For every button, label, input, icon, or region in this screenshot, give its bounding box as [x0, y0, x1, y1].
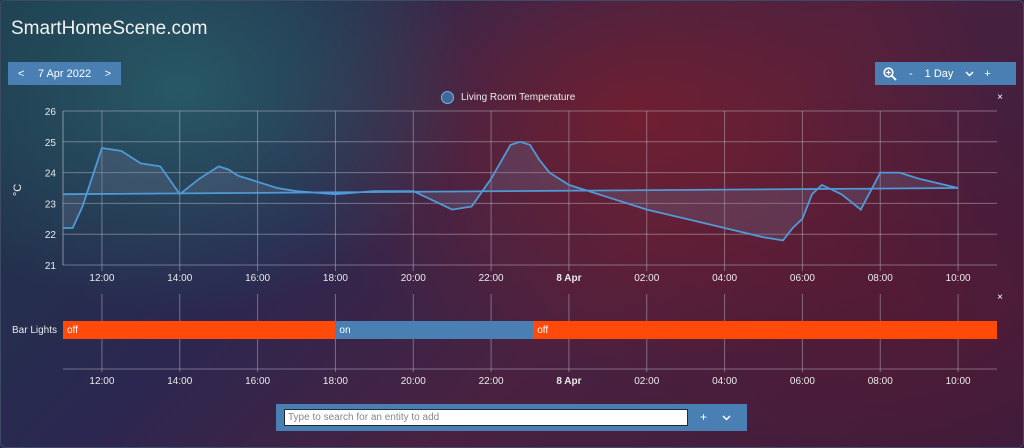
zoom-icon[interactable] — [883, 66, 897, 81]
x-tick-label: 10:00 — [946, 273, 971, 284]
timeline-x-tick-label: 18:00 — [323, 376, 348, 387]
timeline-x-tick-label: 04:00 — [712, 376, 737, 387]
zoom-out-button[interactable]: - — [909, 67, 913, 80]
timeline-entity-label: Bar Lights — [12, 325, 58, 336]
timeline-segment-on[interactable]: on — [335, 321, 534, 339]
timeline-x-tick-label: 02:00 — [634, 376, 659, 387]
timeline-x-tick-label: 10:00 — [946, 376, 971, 387]
y-tick-label: 21 — [45, 261, 57, 272]
x-tick-label: 18:00 — [323, 273, 348, 284]
timeline-x-tick-label: 14:00 — [167, 376, 192, 387]
timeline-x-tick-label: 20:00 — [401, 376, 426, 387]
previous-day-button[interactable]: < — [18, 67, 25, 80]
series-line-living-room-temperature[interactable] — [62, 140, 959, 242]
timeline-x-tick-label: 16:00 — [245, 376, 270, 387]
timeline-x-tick-label: 22:00 — [479, 376, 504, 387]
y-axis-label: °C — [12, 184, 24, 196]
timeline-x-tick-label: 8 Apr — [556, 376, 581, 387]
x-tick-label: 20:00 — [401, 273, 426, 284]
chart-legend[interactable]: Living Room Temperature — [441, 91, 575, 104]
timeline-segment-off[interactable]: off — [533, 321, 997, 339]
range-select[interactable]: 1 Day — [924, 67, 954, 80]
y-tick-label: 26 — [45, 107, 57, 118]
timeline-x-tick-label: 06:00 — [790, 376, 815, 387]
date-label[interactable]: 7 Apr 2022 — [37, 67, 92, 80]
y-tick-label: 25 — [45, 138, 57, 149]
next-day-button[interactable]: > — [104, 67, 111, 80]
x-tick-label: 22:00 — [479, 273, 504, 284]
add-entity-button[interactable]: + — [700, 410, 708, 424]
timeline-segment-off[interactable]: off — [63, 321, 336, 339]
site-title: SmartHomeScene.com — [11, 18, 208, 39]
x-tick-label: 02:00 — [634, 273, 659, 284]
chevron-down-icon[interactable] — [965, 70, 974, 77]
zoom-in-button[interactable]: + — [984, 67, 991, 80]
y-tick-label: 23 — [45, 199, 57, 210]
series-area — [63, 141, 959, 265]
timeline-x-tick-label: 12:00 — [89, 376, 114, 387]
y-tick-label: 24 — [45, 169, 57, 180]
range-controls: - 1 Day + — [875, 62, 1016, 85]
x-tick-label: 12:00 — [89, 273, 114, 284]
x-tick-label: 08:00 — [868, 273, 893, 284]
date-navigator: < 7 Apr 2022 > — [8, 62, 121, 85]
x-tick-label: 06:00 — [790, 273, 815, 284]
x-tick-label: 8 Apr — [556, 273, 581, 284]
timeline-grid: 12:00 14:00 16:00 18:00 20:00 22:00 8 Apr 02:00… — [63, 294, 997, 387]
chevron-down-icon[interactable] — [722, 415, 731, 421]
close-chart-button[interactable]: × — [997, 92, 1003, 103]
x-tick-label: 04:00 — [712, 273, 737, 284]
temperature-line-chart: 26 25 24 23 22 21 12:00 14:00 16:00 18:00 20:00 22… — [12, 107, 997, 284]
timeline-x-tick-label: 08:00 — [868, 376, 893, 387]
x-tick-label: 16:00 — [245, 273, 270, 284]
legend-label: Living Room Temperature — [461, 92, 576, 103]
y-tick-label: 22 — [45, 230, 57, 241]
entity-search-input[interactable] — [284, 409, 688, 426]
entity-search-bar: + — [276, 404, 747, 431]
close-timeline-button[interactable]: × — [997, 292, 1003, 303]
legend-swatch — [441, 91, 454, 104]
x-tick-label: 14:00 — [167, 273, 192, 284]
